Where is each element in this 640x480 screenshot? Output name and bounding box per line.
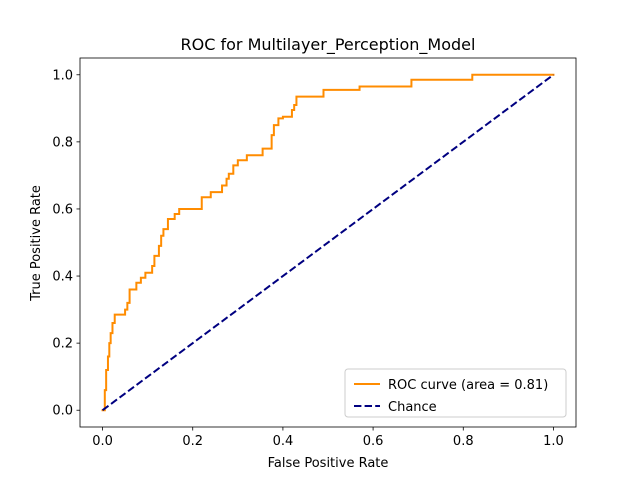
legend-box <box>344 368 567 418</box>
x-tick-label: 1.0 <box>543 434 564 449</box>
y-tick-label: 0.2 <box>52 337 73 352</box>
legend: ROC curve (area = 0.81) Chance <box>344 368 567 418</box>
axis-ticks: 0.0 0.2 0.4 0.6 0.8 1.0 0.0 0.2 0.4 0.6 0.8 1.0 <box>52 68 563 449</box>
y-tick-label: 1.0 <box>52 68 73 83</box>
legend-label-roc-curve: ROC curve (area = 0.81) <box>388 378 548 393</box>
y-axis-label: True Positive Rate <box>29 185 44 302</box>
chart-title: ROC for Multilayer_Perception_Model <box>181 35 476 55</box>
x-tick-label: 0.2 <box>182 434 203 449</box>
x-axis-label: False Positive Rate <box>268 456 389 471</box>
y-tick-label: 0.0 <box>52 404 73 419</box>
plot-area <box>79 57 577 428</box>
x-tick-label: 0.0 <box>92 434 113 449</box>
y-tick-label: 0.8 <box>52 135 73 150</box>
x-tick-label: 0.4 <box>273 434 294 449</box>
x-tick-label: 0.8 <box>453 434 474 449</box>
y-tick-label: 0.4 <box>52 270 73 285</box>
series-line-roc-curve <box>101 73 555 412</box>
y-tick-label: 0.6 <box>52 202 73 217</box>
legend-label-chance: Chance <box>388 400 437 415</box>
series-line-chance <box>101 73 555 412</box>
axes-frame <box>79 57 577 428</box>
x-tick-label: 0.6 <box>363 434 384 449</box>
